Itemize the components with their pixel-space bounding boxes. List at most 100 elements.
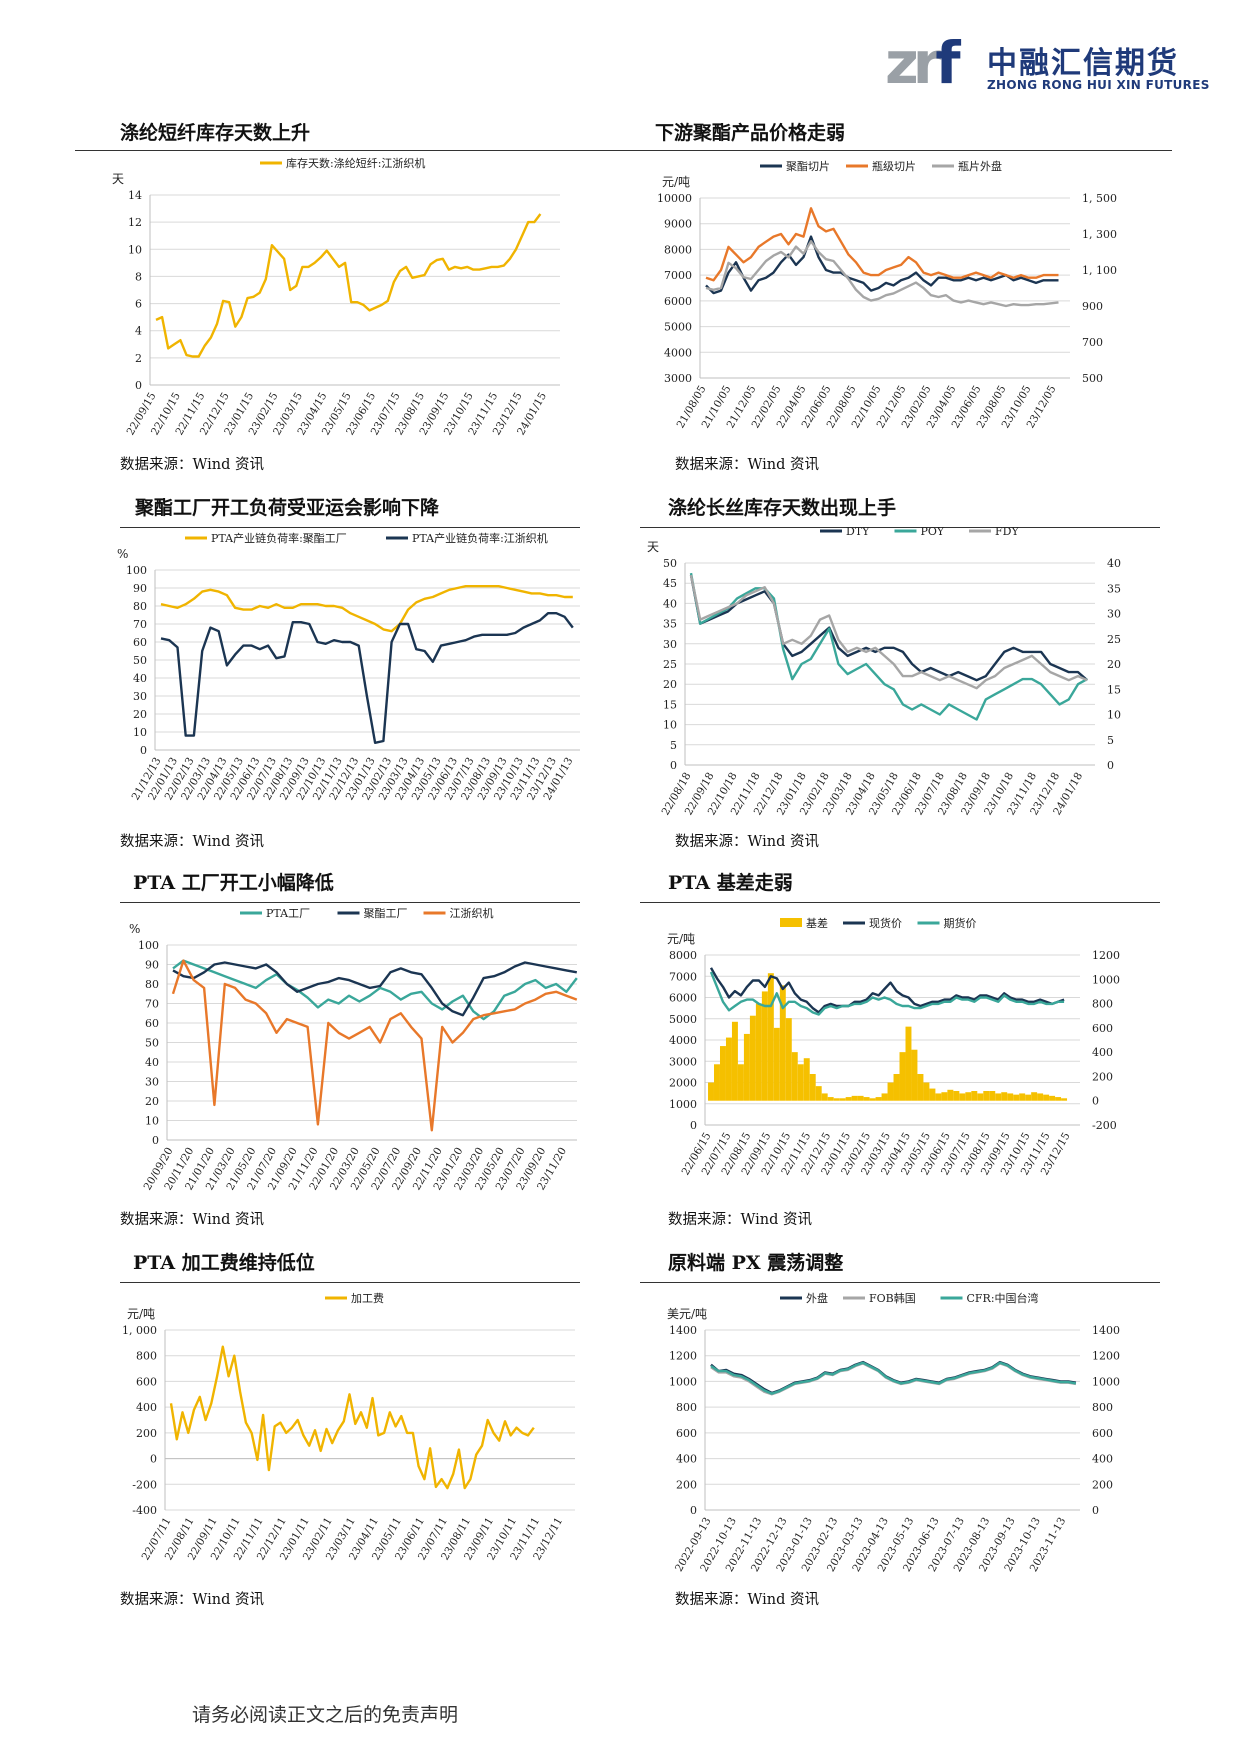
x-tick-label: 23/04/05 <box>925 384 959 431</box>
x-tick-label: 2022-09-13 <box>673 1516 714 1574</box>
basis-bar <box>983 1091 990 1101</box>
x-tick-label: 22/07/11 <box>140 1516 174 1563</box>
data-source-note: 数据来源：Wind 资讯 <box>120 1592 265 1608</box>
logo-name-en: ZHONG RONG HUI XIN FUTURES <box>987 78 1210 92</box>
x-tick-label: 22/03/13 <box>179 756 213 803</box>
basis-bar <box>803 1058 810 1101</box>
x-tick-label: 23/10/15 <box>999 1131 1033 1178</box>
x-tick-label: 23/04/13 <box>393 756 427 803</box>
y-tick-label: 90 <box>133 582 147 595</box>
y-tick-label: 15 <box>663 698 677 711</box>
basis-bar <box>833 1098 840 1101</box>
y-tick-label: 1200 <box>669 1350 697 1363</box>
x-tick-label: 22/12/18 <box>752 771 786 818</box>
series-line-2 <box>689 574 1088 690</box>
x-tick-label: 22/06/05 <box>800 384 834 431</box>
basis-bar <box>1049 1095 1056 1101</box>
x-tick-label: 21/11/20 <box>287 1146 321 1193</box>
x-tick-label: 2022-10-13 <box>698 1516 739 1574</box>
y2-tick-label: 200 <box>1092 1070 1113 1083</box>
basis-bar <box>971 1091 978 1101</box>
x-tick-label: 23/02/05 <box>900 384 934 431</box>
y-tick-label: 600 <box>136 1375 157 1388</box>
legend-label: 现货价 <box>869 916 902 930</box>
x-tick-label: 23/03/15 <box>859 1131 893 1178</box>
x-tick-label: 21/12/05 <box>725 384 759 431</box>
basis-bar <box>947 1089 954 1101</box>
x-tick-label: 23/10/11 <box>485 1516 519 1563</box>
basis-bar <box>797 1064 804 1101</box>
x-tick-label: 23/01/15 <box>222 391 256 438</box>
x-tick-label: 23/08/15 <box>393 391 427 438</box>
x-tick-label: 23/09/18 <box>959 771 993 818</box>
y-tick-label: 4000 <box>669 1034 697 1047</box>
basis-bar <box>875 1097 882 1101</box>
y2-tick-label: 10 <box>1107 709 1121 722</box>
y-tick-label: 200 <box>136 1427 157 1440</box>
basis-bar <box>1031 1092 1038 1101</box>
x-tick-label: 2023-03-13 <box>825 1516 866 1574</box>
title-divider <box>640 1282 1160 1283</box>
y-tick-label: 0 <box>670 759 677 772</box>
x-tick-label: 21/08/05 <box>675 384 709 431</box>
x-tick-label: 23/02/11 <box>301 1516 335 1563</box>
basis-bar <box>785 1018 792 1101</box>
y-tick-label: 6 <box>135 298 142 311</box>
series-line-1 <box>689 572 1088 721</box>
x-tick-label: 22/10/18 <box>706 771 740 818</box>
basis-bar <box>923 1082 930 1101</box>
x-tick-label: 22/09/18 <box>683 771 717 818</box>
y2-tick-label: 40 <box>1107 557 1121 570</box>
x-tick-label: 22/11/15 <box>779 1131 813 1178</box>
y-tick-label: 80 <box>133 600 147 613</box>
x-tick-label: 23/06/15 <box>919 1131 953 1178</box>
x-tick-label: 2023-06-13 <box>901 1516 942 1574</box>
x-tick-label: 22/09/11 <box>186 1516 220 1563</box>
x-tick-label: 22/08/18 <box>660 771 694 818</box>
y-tick-label: 800 <box>676 1401 697 1414</box>
y-tick-label: 50 <box>663 557 677 570</box>
y2-tick-label: 25 <box>1107 633 1121 646</box>
x-tick-label: 24/01/13 <box>541 756 575 803</box>
y2-tick-label: 400 <box>1092 1046 1113 1059</box>
y-tick-label: 25 <box>663 658 677 671</box>
x-tick-label: 23/09/13 <box>476 756 510 803</box>
x-tick-label: 20/11/20 <box>162 1146 196 1193</box>
x-tick-label: 24/01/15 <box>515 391 549 438</box>
x-tick-label: 23/11/15 <box>466 390 500 437</box>
y-axis-unit: 元/吨 <box>127 1307 155 1321</box>
x-tick-label: 23/10/13 <box>492 756 526 803</box>
y2-tick-label: 30 <box>1107 608 1121 621</box>
basis-bar <box>1037 1093 1044 1101</box>
y2-tick-label: 1, 100 <box>1082 264 1117 277</box>
y2-tick-label: 500 <box>1082 372 1103 385</box>
y-tick-label: 0 <box>135 379 142 392</box>
data-source-note: 数据来源：Wind 资讯 <box>668 1212 813 1228</box>
basis-bar <box>821 1093 828 1101</box>
y2-tick-label: 700 <box>1082 336 1103 349</box>
data-source-note: 数据来源：Wind 资讯 <box>120 1212 265 1228</box>
x-tick-label: 22/02/13 <box>163 756 197 803</box>
legend-label: 瓶级切片 <box>872 159 916 173</box>
y-tick-label: 0 <box>140 744 147 757</box>
x-tick-label: 23/12/15 <box>491 391 525 438</box>
x-tick-label: 23/05/13 <box>410 756 444 803</box>
y-tick-label: 8000 <box>664 243 692 256</box>
y-tick-label: 30 <box>663 638 677 651</box>
chart-title: 下游聚酯产品价格走弱 <box>655 122 846 144</box>
y-tick-label: 40 <box>145 1056 159 1069</box>
x-tick-label: 21/05/20 <box>224 1146 258 1193</box>
chart-title: 聚酯工厂开工负荷受亚运会影响下降 <box>135 497 440 519</box>
x-tick-label: 22/12/15 <box>198 391 232 438</box>
x-tick-label: 23/10/15 <box>442 391 476 438</box>
y-tick-label: 50 <box>133 654 147 667</box>
x-tick-label: 2023-11-13 <box>1028 1516 1069 1574</box>
x-tick-label: 21/10/05 <box>700 384 734 431</box>
y2-tick-label: 15 <box>1107 683 1121 696</box>
series-line-0 <box>710 1360 1077 1395</box>
y2-tick-label: 1400 <box>1092 1324 1120 1337</box>
y-tick-label: 7000 <box>669 970 697 983</box>
y-tick-label: 5 <box>670 739 677 752</box>
y2-tick-label: 20 <box>1107 658 1121 671</box>
x-tick-label: 23/12/13 <box>525 756 559 803</box>
